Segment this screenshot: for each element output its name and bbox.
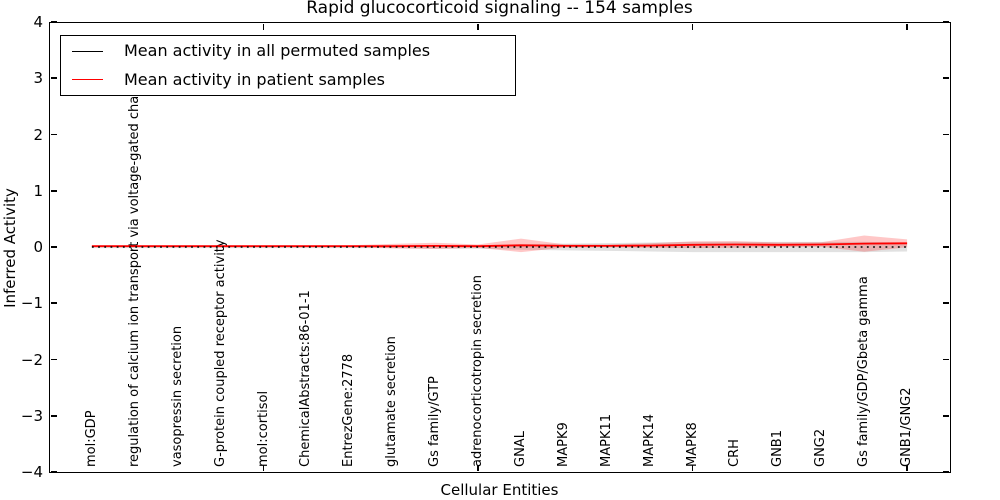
y-tick-label: −4 <box>20 463 43 481</box>
legend-label-patient: Mean activity in patient samples <box>124 69 385 89</box>
y-tick-mark <box>50 471 57 473</box>
y-tick-mark <box>50 246 57 248</box>
x-tick-mark <box>691 465 694 471</box>
y-tick-mark <box>943 133 949 136</box>
y-tick-mark <box>50 302 57 305</box>
chart-title: Rapid glucocorticoid signaling -- 154 sa… <box>306 0 693 18</box>
y-tick-mark <box>50 77 57 80</box>
x-tick-mark <box>477 465 479 471</box>
x-tick-mark <box>477 23 479 30</box>
y-tick-mark <box>943 414 949 417</box>
x-tick-mark <box>262 465 265 471</box>
x-tick-mark <box>691 23 694 30</box>
y-tick-label: −1 <box>20 294 43 313</box>
y-tick-mark <box>943 302 949 305</box>
y-tick-mark <box>943 77 949 80</box>
y-tick-mark <box>50 358 57 361</box>
legend-entry-permuted: Mean activity in all permuted samples <box>61 38 515 64</box>
legend: Mean activity in all permuted samples Me… <box>60 35 516 96</box>
permuted-line-swatch <box>72 50 103 52</box>
patient-mean-line <box>91 242 908 248</box>
y-tick-label: −2 <box>20 350 43 369</box>
y-axis-label: Inferred Activity <box>1 188 19 308</box>
y-tick-mark <box>943 189 949 192</box>
legend-label-permuted: Mean activity in all permuted samples <box>124 41 431 61</box>
x-tick-mark <box>262 23 265 30</box>
y-tick-mark <box>943 358 949 361</box>
series-band <box>91 235 908 253</box>
y-tick-mark <box>943 21 949 23</box>
y-tick-label: 4 <box>33 13 43 31</box>
y-tick-label: 3 <box>33 69 43 88</box>
patient-line-swatch <box>72 79 103 81</box>
y-tick-mark <box>50 189 57 192</box>
legend-entry-patient: Mean activity in patient samples <box>61 67 515 93</box>
x-tick-mark <box>906 23 908 30</box>
y-tick-label: 1 <box>33 181 43 200</box>
y-tick-mark <box>943 246 949 248</box>
plot-frame <box>49 22 951 473</box>
y-tick-mark <box>50 133 57 136</box>
y-tick-label: 2 <box>33 125 43 144</box>
y-tick-mark <box>50 414 57 417</box>
y-tick-label: −3 <box>20 406 43 425</box>
x-axis-label: Cellular Entities <box>440 481 559 499</box>
y-tick-mark <box>50 21 57 23</box>
y-tick-mark <box>943 471 949 473</box>
y-tick-label: 0 <box>33 238 43 256</box>
x-tick-mark <box>906 465 908 471</box>
